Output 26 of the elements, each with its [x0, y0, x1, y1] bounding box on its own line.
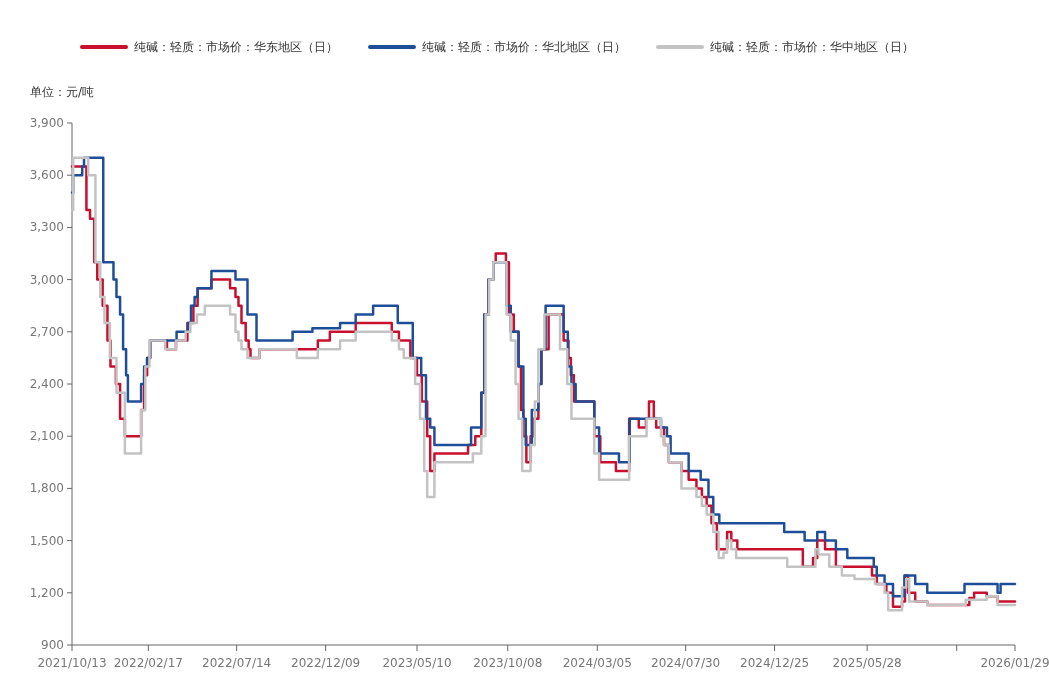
x-tick-label: 2024/07/30 — [651, 656, 721, 670]
y-tick-label: 900 — [41, 638, 64, 652]
y-tick-label: 1,800 — [29, 481, 64, 496]
y-tick-label: 2,400 — [29, 377, 64, 391]
legend-label: 纯碱：轻质：市场价：华北地区（日） — [422, 40, 626, 54]
y-tick-label: 3,600 — [29, 168, 64, 183]
y-tick-label: 1,500 — [29, 533, 64, 548]
x-tick-label: 2021/10/13 — [37, 656, 107, 670]
x-tick-label: 2022/07/14 — [202, 656, 272, 670]
x-tick-label: 2022/02/17 — [113, 656, 183, 670]
x-tick-label: 2025/05/28 — [832, 656, 902, 670]
legend-label: 纯碱：轻质：市场价：华中地区（日） — [710, 40, 914, 54]
x-tick-label: 2023/05/10 — [382, 656, 452, 670]
x-tick-label: 2022/12/09 — [291, 656, 361, 670]
x-tick-label: 2023/10/08 — [473, 656, 543, 670]
y-tick-label: 2,700 — [29, 324, 64, 339]
x-tick-label: 2026/01/29 — [980, 656, 1049, 670]
y-tick-label: 3,000 — [29, 272, 64, 287]
x-tick-label: 2024/03/05 — [562, 656, 632, 670]
y-tick-label: 1,200 — [29, 585, 64, 600]
y-tick-label: 2,100 — [29, 429, 64, 444]
x-tick-label: 2024/12/25 — [740, 656, 810, 670]
y-tick-label: 3,300 — [29, 220, 64, 235]
y-axis-title: 单位：元/吨 — [30, 85, 95, 99]
legend-label: 纯碱：轻质：市场价：华东地区（日） — [134, 40, 338, 54]
y-tick-label: 3,900 — [29, 116, 64, 130]
